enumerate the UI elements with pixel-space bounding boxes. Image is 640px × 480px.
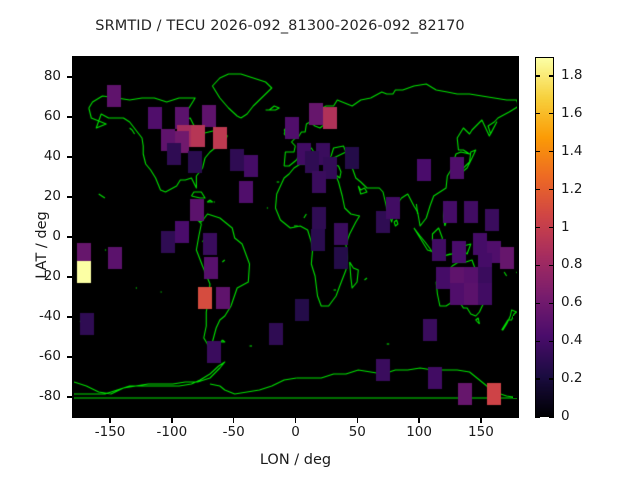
x-tick xyxy=(356,418,358,423)
colorbar-tick xyxy=(549,264,554,267)
x-tick-top xyxy=(294,57,297,62)
colorbar-tick xyxy=(535,378,540,380)
y-tick-right xyxy=(513,76,518,78)
x-tick xyxy=(294,418,297,423)
y-tick-right xyxy=(513,116,518,118)
x-tick-top xyxy=(171,57,173,62)
x-axis-title: LON / deg xyxy=(259,452,332,468)
y-tick-right xyxy=(513,396,518,398)
x-tick-label: -100 xyxy=(156,424,188,440)
colorbar-tick xyxy=(535,264,540,267)
heatmap-cell-layer xyxy=(74,58,517,416)
colorbar-tick xyxy=(535,151,540,153)
x-tick-label: 0 xyxy=(291,424,300,440)
y-tick-label: 80 xyxy=(43,68,61,84)
colorbar-tick xyxy=(549,378,554,380)
x-tick-top xyxy=(233,57,235,62)
colorbar-tick xyxy=(549,75,554,77)
x-tick-label: 50 xyxy=(348,424,366,440)
colorbar-tick xyxy=(535,302,540,304)
y-tick-label: 60 xyxy=(43,108,61,124)
colorbar-tick xyxy=(549,188,554,191)
colorbar-tick-label: 0.4 xyxy=(561,332,583,349)
colorbar-tick-label: 0.6 xyxy=(561,294,583,311)
x-tick xyxy=(233,418,235,423)
x-tick-top xyxy=(356,57,358,62)
y-tick-label: -60 xyxy=(38,348,61,364)
x-tick xyxy=(171,418,173,423)
x-tick xyxy=(109,418,111,423)
colorbar-tick-label: 1.6 xyxy=(561,104,583,121)
y-tick-label: 40 xyxy=(43,148,61,164)
colorbar-tick-label: 0.8 xyxy=(561,256,583,273)
colorbar-tick xyxy=(535,188,540,191)
colorbar-tick-label: 1 xyxy=(561,218,570,235)
x-tick-label: 150 xyxy=(468,424,494,440)
y-tick xyxy=(67,276,72,278)
y-tick xyxy=(67,116,72,118)
colorbar-tick-label: 0.2 xyxy=(561,370,583,387)
y-axis-title: LAT / deg xyxy=(34,211,50,279)
x-tick-top xyxy=(480,57,482,62)
colorbar-tick xyxy=(549,151,554,153)
colorbar xyxy=(535,57,554,417)
colorbar-tick xyxy=(535,416,540,418)
colorbar-tick xyxy=(549,113,554,115)
colorbar-tick xyxy=(535,113,540,115)
colorbar-tick-label: 1.8 xyxy=(561,66,583,83)
y-tick-label: -20 xyxy=(38,268,61,284)
x-tick-top xyxy=(418,57,420,62)
y-tick xyxy=(67,236,72,238)
y-tick xyxy=(67,316,72,318)
y-tick-label: -80 xyxy=(38,388,61,404)
x-tick xyxy=(418,418,420,423)
x-tick-label: -50 xyxy=(222,424,245,440)
colorbar-tick xyxy=(549,416,554,418)
y-tick-right xyxy=(513,276,518,278)
colorbar-tick xyxy=(535,226,540,229)
y-tick xyxy=(67,356,72,358)
colorbar-tick-label: 0 xyxy=(561,408,570,424)
x-tick-top xyxy=(109,57,111,62)
page-title: SRMTID / TECU 2026-092_81300-2026-092_82… xyxy=(95,18,465,34)
x-tick-label: 100 xyxy=(406,424,432,440)
y-tick-label: 0 xyxy=(52,228,61,244)
colorbar-tick xyxy=(535,75,540,77)
x-tick-label: -150 xyxy=(94,424,126,440)
y-tick xyxy=(67,396,72,398)
colorbar-tick xyxy=(549,340,554,342)
colorbar-tick xyxy=(535,340,540,342)
y-tick-label: 20 xyxy=(43,188,61,204)
y-tick xyxy=(67,156,72,158)
y-tick-right xyxy=(513,236,518,238)
y-tick xyxy=(67,196,72,198)
colorbar-tick-label: 1.2 xyxy=(561,180,583,197)
colorbar-tick-label: 1.4 xyxy=(561,142,583,159)
colorbar-tick xyxy=(549,302,554,304)
plot-area xyxy=(73,57,518,417)
colorbar-tick xyxy=(549,226,554,229)
x-tick xyxy=(480,418,482,423)
colorbar-gradient xyxy=(536,58,553,416)
y-tick-right xyxy=(513,356,518,358)
y-tick-label: -40 xyxy=(38,308,61,324)
y-tick xyxy=(67,76,72,78)
y-tick-right xyxy=(513,156,518,158)
y-tick-right xyxy=(513,316,518,318)
y-tick-right xyxy=(513,196,518,198)
